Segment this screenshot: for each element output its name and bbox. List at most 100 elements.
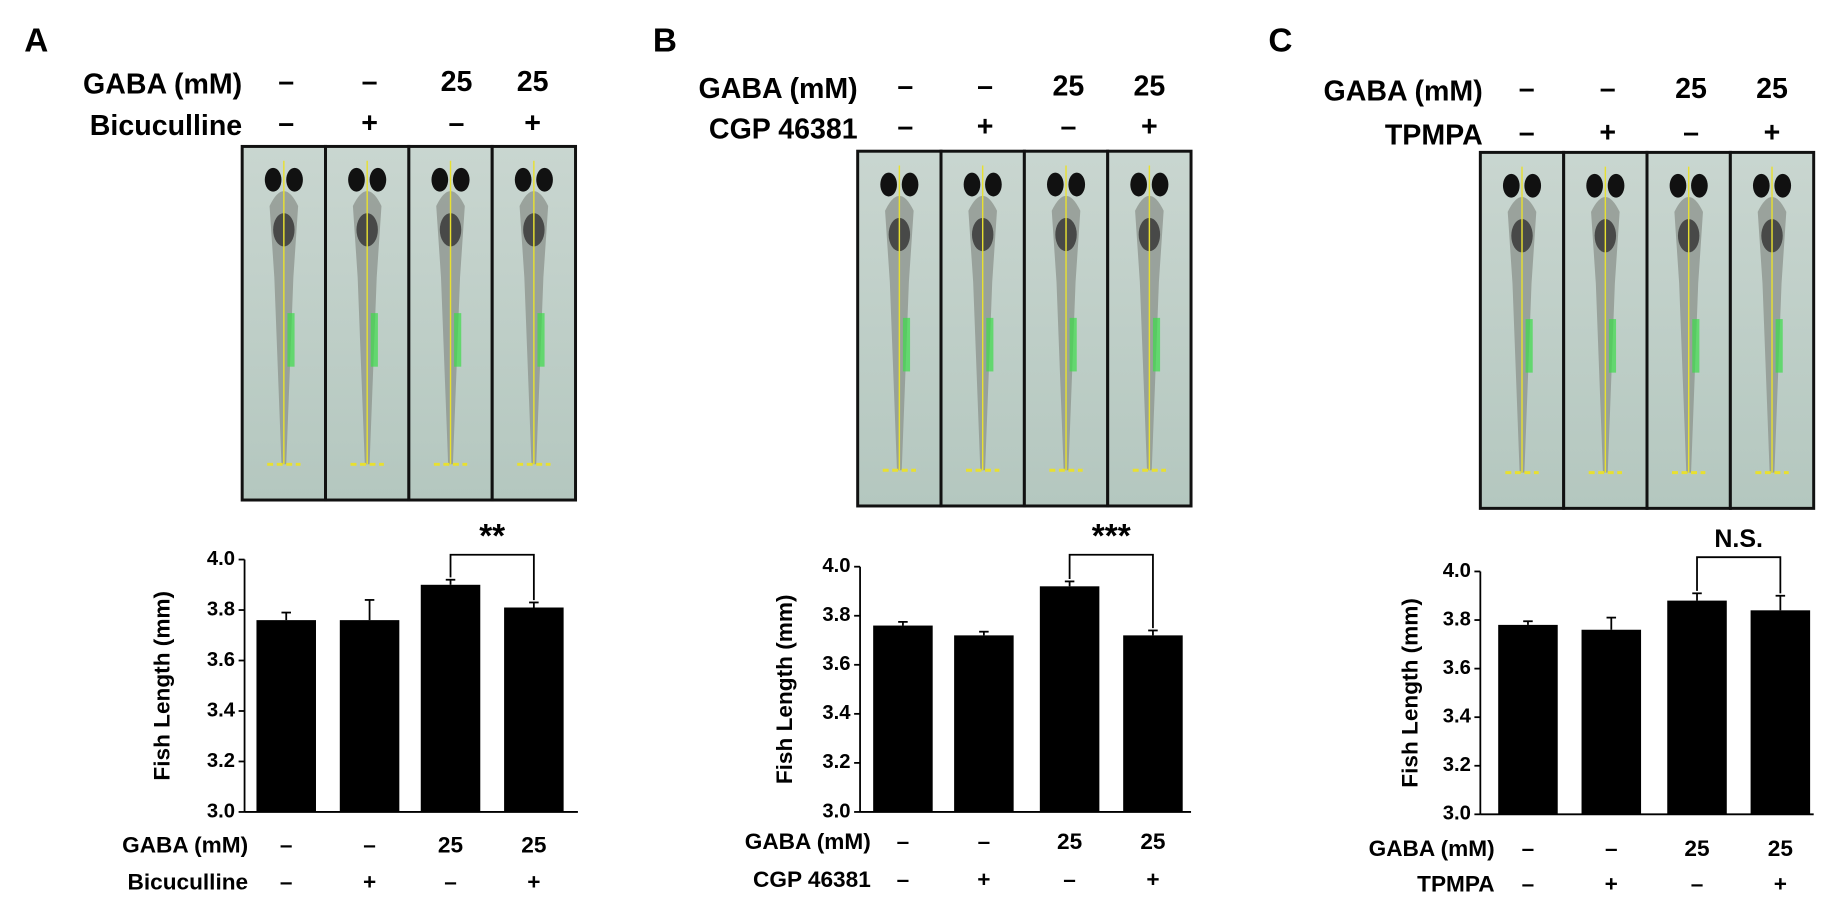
fluorescence <box>986 317 994 372</box>
header-label: 25 <box>1675 73 1707 105</box>
category-label: 25 <box>1768 836 1793 861</box>
header-name: TPMPA <box>1385 119 1483 151</box>
category-row-name: GABA (mM) <box>1369 836 1495 861</box>
category-label: – <box>280 832 293 857</box>
category-label: – <box>444 869 457 894</box>
bar <box>954 635 1014 812</box>
category-label: + <box>977 867 990 892</box>
fluorescence <box>370 313 378 367</box>
fluorescence <box>1608 319 1617 373</box>
fish-eye <box>1068 172 1086 197</box>
fluorescence <box>1775 319 1783 373</box>
y-tick-label: 3.2 <box>1443 754 1471 776</box>
y-tick-label: 3.4 <box>207 699 236 721</box>
fish-eye <box>1774 173 1792 198</box>
header-label: – <box>977 71 993 103</box>
header-name: GABA (mM) <box>698 73 857 105</box>
panel-label: B <box>653 23 677 60</box>
bar <box>339 620 400 812</box>
category-label: – <box>1522 836 1535 861</box>
category-label: + <box>363 869 376 894</box>
bar <box>256 620 316 812</box>
y-tick-label: 3.2 <box>207 750 235 772</box>
bar <box>1750 610 1811 815</box>
panel-label: C <box>1268 23 1292 60</box>
y-axis-label: Fish Length (mm) <box>150 591 175 781</box>
fluorescence <box>537 313 545 367</box>
fish-eye <box>1669 173 1687 198</box>
category-label: – <box>280 869 293 894</box>
fish-eye <box>264 167 282 192</box>
header-label: – <box>1683 117 1699 149</box>
category-label: + <box>527 869 540 894</box>
category-label: 25 <box>1684 836 1709 861</box>
panel-label: A <box>24 23 48 60</box>
fish-eye <box>431 167 449 192</box>
fish-eye <box>514 167 532 192</box>
bar <box>1039 586 1100 812</box>
fish-eye <box>348 167 365 192</box>
bar <box>873 625 933 812</box>
header-label: – <box>449 108 465 140</box>
y-tick-label: 4.0 <box>1443 560 1471 582</box>
y-tick-label: 3.6 <box>822 653 850 675</box>
fish-eye <box>963 172 981 197</box>
bar <box>1667 600 1727 815</box>
fluorescence <box>902 317 911 372</box>
header-name: Bicuculline <box>90 110 242 142</box>
y-tick-label: 4.0 <box>207 548 235 570</box>
fluorescence <box>1525 319 1533 373</box>
bar <box>1498 624 1558 815</box>
header-label: – <box>278 108 294 140</box>
y-tick-label: 3.6 <box>207 649 235 671</box>
header-label: + <box>1141 111 1158 143</box>
fluorescence <box>1069 317 1077 372</box>
category-label: – <box>1605 836 1618 861</box>
significance-bracket <box>449 553 535 601</box>
header-label: 25 <box>1133 71 1165 103</box>
significance-bracket <box>1068 553 1154 629</box>
header-label: 25 <box>1756 73 1788 105</box>
fish-eye <box>1691 173 1708 198</box>
fish-eye <box>369 167 387 192</box>
fish-eye <box>1752 173 1770 198</box>
bar <box>504 607 564 812</box>
y-tick-label: 3.8 <box>1443 608 1471 630</box>
y-tick-label: 3.4 <box>1443 706 1472 728</box>
category-label: 25 <box>1140 829 1165 854</box>
fish-eye <box>1130 172 1147 197</box>
fish-eye <box>1524 173 1542 198</box>
y-axis-label: Fish Length (mm) <box>772 594 797 784</box>
header-label: – <box>278 66 294 98</box>
fluorescence <box>1152 317 1161 372</box>
fish-eye <box>1502 173 1520 198</box>
category-label: – <box>363 832 376 857</box>
category-label: + <box>1146 867 1159 892</box>
y-tick-label: 4.0 <box>822 555 850 577</box>
fish-eye <box>985 172 1002 197</box>
fish-eye <box>901 172 919 197</box>
category-label: – <box>897 867 910 892</box>
category-label: + <box>1605 872 1618 897</box>
fluorescence <box>454 313 462 367</box>
category-label: – <box>1522 872 1535 897</box>
header-label: – <box>1600 73 1616 105</box>
header-label: – <box>1519 117 1535 149</box>
category-row-name: GABA (mM) <box>122 832 248 857</box>
header-label: + <box>524 108 541 140</box>
fish-eye <box>880 172 897 197</box>
category-label: – <box>1691 872 1704 897</box>
header-label: + <box>361 108 378 140</box>
header-label: 25 <box>1053 71 1085 103</box>
category-row-name: TPMPA <box>1417 872 1494 897</box>
bar <box>1123 635 1183 812</box>
category-label: – <box>897 829 910 854</box>
header-label: 25 <box>441 66 473 98</box>
y-tick-label: 3.0 <box>207 800 235 822</box>
y-tick-label: 3.4 <box>822 702 851 724</box>
annotation: *** <box>1092 518 1131 555</box>
header-label: – <box>362 66 378 98</box>
header-label: + <box>977 111 994 143</box>
